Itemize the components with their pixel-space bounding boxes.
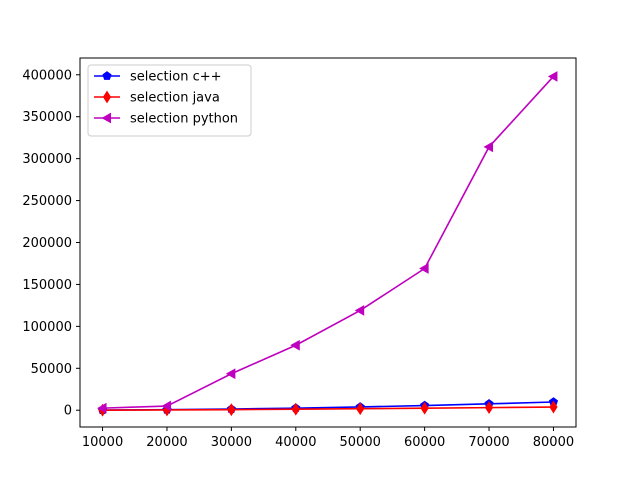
data-point bbox=[225, 368, 236, 380]
legend: selection c++ selection java selection pyt… bbox=[87, 64, 252, 137]
legend-label: selection c++ bbox=[130, 70, 222, 85]
data-point bbox=[161, 400, 171, 412]
data-point bbox=[356, 402, 365, 416]
data-point bbox=[549, 400, 558, 414]
x-tick-label: 20000 bbox=[146, 435, 187, 450]
legend-marker bbox=[102, 90, 112, 104]
data-point bbox=[547, 71, 558, 82]
x-tick-label: 50000 bbox=[340, 435, 381, 450]
legend-label: selection python bbox=[130, 112, 238, 127]
x-axis: 10000 20000 30000 40000 50000 60000 70000 80000 bbox=[82, 427, 574, 450]
data-point bbox=[354, 305, 365, 316]
data-point bbox=[483, 141, 494, 153]
data-point bbox=[419, 263, 429, 274]
y-tick-label: 400000 bbox=[22, 68, 72, 83]
legend-box bbox=[87, 64, 252, 137]
x-tick-label: 10000 bbox=[82, 435, 123, 450]
legend-label: selection java bbox=[130, 91, 220, 106]
y-tick-label: 150000 bbox=[22, 278, 72, 293]
series-line bbox=[102, 75, 555, 409]
x-tick-label: 70000 bbox=[468, 435, 509, 450]
x-tick-label: 80000 bbox=[533, 435, 574, 450]
legend-marker bbox=[102, 71, 112, 80]
y-axis: 0 50000 100000 150000 200000 250000 300000 3500… bbox=[22, 68, 80, 419]
y-tick-label: 350000 bbox=[22, 110, 72, 125]
x-tick-label: 60000 bbox=[404, 435, 445, 450]
data-point bbox=[290, 339, 300, 351]
legend-marker bbox=[101, 112, 111, 124]
data-point bbox=[291, 402, 300, 416]
data-point bbox=[97, 402, 107, 414]
x-tick-label: 30000 bbox=[211, 435, 252, 450]
series-line bbox=[102, 406, 554, 411]
x-tick-label: 40000 bbox=[275, 435, 316, 450]
data-point bbox=[484, 401, 494, 415]
data-point bbox=[227, 403, 236, 417]
y-tick-label: 300000 bbox=[22, 152, 72, 167]
y-tick-label: 100000 bbox=[22, 320, 72, 335]
y-tick-label: 50000 bbox=[31, 362, 72, 377]
y-tick-label: 250000 bbox=[22, 194, 72, 209]
data-point bbox=[420, 401, 429, 415]
series-layer bbox=[97, 71, 559, 417]
y-tick-label: 200000 bbox=[22, 236, 72, 251]
y-tick-label: 0 bbox=[64, 404, 72, 419]
